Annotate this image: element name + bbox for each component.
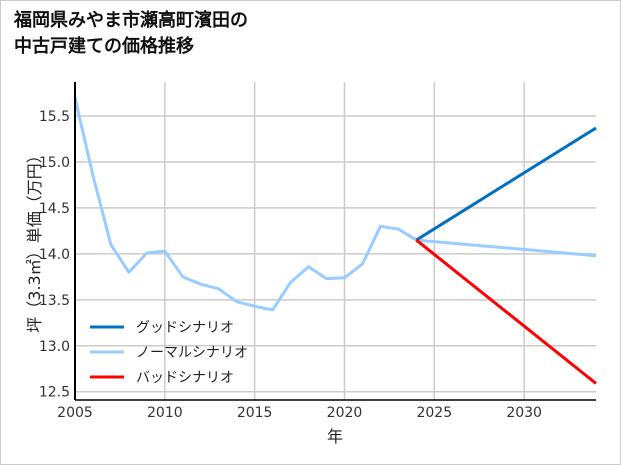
legend-label: ノーマルシナリオ <box>136 345 248 361</box>
y-tick-label: 15.0 <box>39 155 70 171</box>
x-tick-label: 2025 <box>416 405 452 421</box>
chart-title-line-1: 福岡県みやま市瀬高町濱田の <box>14 10 248 31</box>
chart-title: 福岡県みやま市瀬高町濱田の 中古戸建ての価格推移 <box>14 8 248 60</box>
series-line-0 <box>415 126 597 242</box>
x-tick-label: 2005 <box>57 405 93 421</box>
chart-title-line-2: 中古戸建ての価格推移 <box>14 36 194 57</box>
y-tick-label: 13.0 <box>39 339 70 355</box>
y-tick-label: 15.5 <box>39 109 70 125</box>
x-tick-label: 2015 <box>237 405 273 421</box>
series-line-1 <box>73 97 597 312</box>
y-tick-label: 14.0 <box>39 247 70 263</box>
y-axis-label: 坪（3.3㎡）単価（万円） <box>25 147 44 332</box>
x-tick-label: 2030 <box>506 405 542 421</box>
legend-label: グッドシナリオ <box>136 320 234 336</box>
y-tick-label: 13.5 <box>39 293 70 309</box>
x-tick-label: 2020 <box>327 405 363 421</box>
x-tick-label: 2010 <box>147 405 183 421</box>
series-line-2 <box>415 238 597 385</box>
x-axis-label: 年 <box>327 427 343 446</box>
legend-label: バッドシナリオ <box>136 370 234 386</box>
y-tick-label: 14.5 <box>39 201 70 217</box>
y-tick-label: 12.5 <box>39 385 70 401</box>
